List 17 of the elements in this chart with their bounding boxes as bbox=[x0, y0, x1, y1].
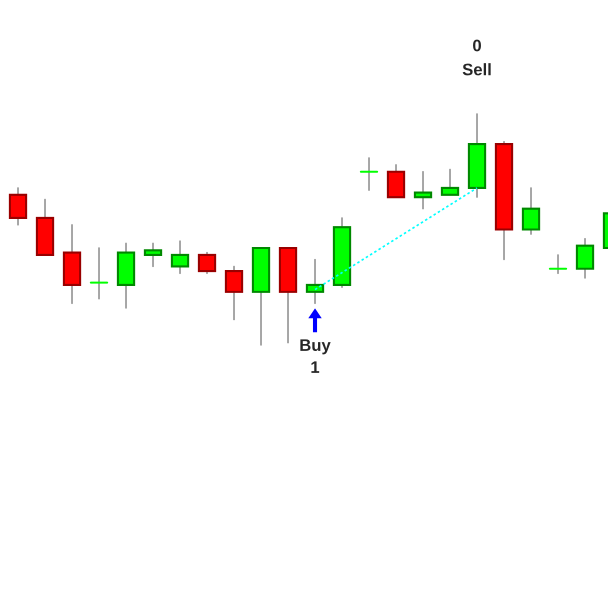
candlestick bbox=[306, 258, 324, 304]
candlestick bbox=[360, 157, 378, 191]
candlestick bbox=[144, 242, 162, 268]
candlestick bbox=[440, 168, 460, 196]
candlestick bbox=[90, 247, 108, 300]
candlestick bbox=[576, 238, 594, 279]
text: 1 bbox=[311, 361, 320, 373]
candlestick bbox=[522, 187, 540, 235]
candlestick bbox=[548, 254, 568, 274]
candlestick bbox=[414, 171, 432, 210]
text: 0 bbox=[473, 40, 481, 52]
candlestick bbox=[170, 240, 190, 274]
annotation: Buy bbox=[300, 339, 331, 354]
text: Sell bbox=[462, 63, 491, 76]
candlestick bbox=[224, 266, 244, 320]
candlestick bbox=[8, 187, 28, 226]
candlestick bbox=[198, 252, 216, 274]
